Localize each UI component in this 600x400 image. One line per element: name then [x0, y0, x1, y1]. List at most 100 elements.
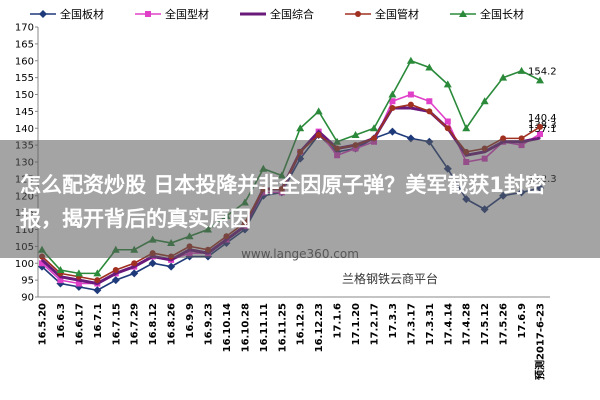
x-tick-label: 16.7.1: [93, 303, 104, 338]
x-tick-label: 17.3.31: [425, 303, 436, 345]
x-tick-label: 17.5.26: [499, 303, 510, 345]
marker: [111, 276, 120, 285]
y-tick-label: 145: [15, 107, 34, 118]
marker: [75, 280, 82, 287]
y-tick-label: 140: [15, 124, 34, 135]
x-tick-label: 16.10.28: [240, 303, 251, 352]
marker: [499, 73, 508, 81]
marker: [425, 63, 434, 71]
legend-label: 全国综合: [270, 7, 314, 21]
marker: [388, 90, 397, 98]
marker: [406, 56, 415, 64]
point: [96, 282, 99, 285]
marker: [444, 118, 451, 125]
x-tick-label: 17.3.17: [406, 303, 417, 345]
x-tick-label: 17.2.17: [370, 303, 381, 345]
marker: [407, 91, 414, 98]
x-tick-label: 17.5.12: [480, 303, 491, 345]
data-label: 140.4: [528, 113, 557, 124]
marker: [518, 135, 525, 142]
marker: [444, 125, 451, 132]
y-tick-label: 150: [15, 90, 34, 101]
overlay-banner[interactable]: 怎么配资炒股 日本投降并非全因原子弹？美军截获1封密报，揭开背后的真实原因: [0, 140, 600, 258]
legend-label: 全国型材: [165, 7, 209, 21]
point: [78, 279, 80, 281]
marker: [389, 98, 396, 105]
marker: [351, 131, 360, 138]
marker: [148, 259, 157, 268]
marker: [355, 11, 361, 17]
marker: [370, 124, 378, 132]
marker: [39, 260, 45, 267]
x-tick-label: 16.7.15: [111, 303, 122, 345]
marker: [93, 286, 102, 295]
marker: [296, 124, 305, 132]
y-tick-label: 155: [15, 73, 34, 84]
y-tick-label: 170: [15, 23, 34, 34]
point: [170, 259, 172, 261]
point: [59, 275, 62, 278]
marker: [145, 11, 151, 17]
x-tick-label: 预测2017-6-23: [534, 303, 547, 380]
x-tick-label: 17.3.3: [388, 303, 399, 338]
point: [317, 130, 320, 133]
marker: [407, 101, 414, 108]
marker: [480, 97, 489, 105]
marker: [74, 269, 83, 277]
marker: [112, 267, 119, 273]
x-tick-label: 16.10.14: [222, 303, 233, 352]
marker: [388, 127, 397, 136]
x-tick-label: 17.6.9: [517, 303, 528, 338]
x-tick-label: 16.8.26: [167, 303, 178, 345]
data-label: 137.1: [528, 124, 557, 135]
y-tick-label: 165: [15, 39, 34, 50]
marker: [443, 80, 452, 88]
x-tick-label: 16.6.3: [56, 303, 67, 338]
marker: [536, 76, 544, 84]
marker: [130, 269, 139, 278]
marker: [426, 108, 433, 115]
x-tick-label: 16.12.23: [314, 303, 325, 352]
x-tick-label: 16.5.20: [38, 303, 49, 345]
data-label: 154.2: [528, 66, 557, 77]
legend-label: 全国板材: [60, 7, 104, 21]
marker: [57, 277, 64, 284]
x-tick-label: 17.4.14: [443, 303, 454, 345]
y-tick-label: 160: [15, 56, 34, 67]
x-tick-label: 16.11.25: [277, 303, 288, 352]
watermark: 兰格钢铁云商平台: [342, 271, 438, 286]
y-tick-label: 90: [21, 293, 34, 304]
marker: [131, 260, 138, 267]
x-tick-label: 16.6.17: [74, 303, 85, 345]
marker: [56, 266, 65, 273]
marker: [537, 130, 543, 137]
marker: [94, 277, 101, 284]
x-tick-label: 17.1.20: [351, 303, 362, 345]
x-tick-label: 16.12.9: [296, 303, 307, 345]
legend-label: 全国管材: [375, 7, 419, 21]
x-tick-label: 17.1.6: [333, 303, 344, 338]
marker: [39, 10, 47, 18]
marker: [459, 10, 467, 17]
marker: [93, 269, 102, 277]
x-tick-label: 16.11.11: [259, 303, 270, 352]
x-tick-label: 17.4.28: [462, 303, 473, 345]
marker: [462, 124, 471, 132]
marker: [500, 135, 507, 142]
marker: [315, 132, 322, 138]
point: [133, 265, 136, 268]
x-tick-label: 16.9.23: [204, 303, 215, 345]
point: [114, 272, 117, 275]
point: [41, 259, 43, 261]
x-tick-label: 16.7.29: [130, 303, 141, 345]
point: [539, 137, 541, 139]
legend-label: 全国长材: [480, 7, 524, 21]
marker: [537, 123, 543, 130]
y-tick-label: 95: [21, 276, 34, 287]
marker: [426, 98, 433, 105]
marker: [389, 105, 396, 111]
point: [410, 107, 412, 109]
marker: [517, 66, 526, 74]
marker: [371, 135, 377, 142]
